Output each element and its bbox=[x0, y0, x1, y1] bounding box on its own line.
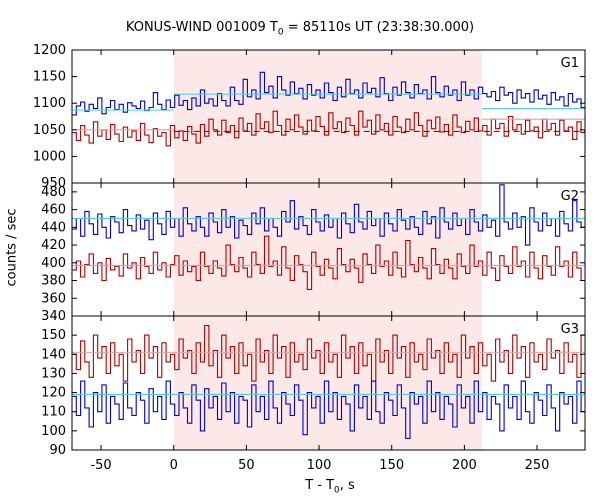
g1-series-2-line bbox=[72, 110, 585, 147]
g2-y-tick-label: 460 bbox=[41, 203, 66, 218]
g2-source-interval-shade bbox=[173, 183, 482, 316]
g1-y-tick-label: 1150 bbox=[33, 70, 66, 85]
title-subscript: 0 bbox=[277, 27, 284, 38]
g3-y-tick-label: 100 bbox=[41, 424, 66, 439]
g3-y-tick-label: 120 bbox=[41, 386, 66, 401]
x-tick-label: -50 bbox=[90, 458, 111, 473]
g3-frame bbox=[71, 315, 586, 451]
g2-y-tick-label: 400 bbox=[41, 256, 66, 271]
title-prefix: KONUS-WIND 001009 T bbox=[125, 20, 278, 35]
x-tick-label: 0 bbox=[170, 458, 178, 473]
y-axis-label: counts / sec bbox=[4, 208, 20, 287]
x-tick-label: 200 bbox=[452, 458, 477, 473]
xlabel-subscript: 0 bbox=[334, 485, 340, 496]
g3-series-2-line bbox=[72, 380, 585, 440]
g2-y-tick-label: 440 bbox=[41, 220, 66, 235]
g1-series-1-line bbox=[72, 71, 585, 116]
x-axis-label: T - T0, s bbox=[0, 478, 600, 496]
xlabel-suffix: , s bbox=[339, 478, 355, 493]
g2-y-tick-label: 420 bbox=[41, 238, 66, 253]
g1-y-tick-label: 1200 bbox=[33, 43, 66, 58]
g3-y-tick-label: 110 bbox=[41, 405, 66, 420]
chart-title: KONUS-WIND 001009 T0 = 85110s UT (23:38:… bbox=[0, 20, 600, 38]
g3-y-tick-label: 140 bbox=[41, 347, 66, 362]
g1-y-tick-label: 1100 bbox=[33, 96, 66, 111]
g3-y-tick-label: 130 bbox=[41, 366, 66, 381]
g1-y-tick-label: 1000 bbox=[33, 149, 66, 164]
g2-y-tick-label: 340 bbox=[41, 309, 66, 324]
x-tick-label: 250 bbox=[525, 458, 550, 473]
g1-source-interval-shade bbox=[173, 50, 482, 183]
g1-panel-label: G1 bbox=[561, 56, 579, 71]
x-tick-label: 100 bbox=[307, 458, 332, 473]
title-suffix: = 85110s UT (23:38:30.000) bbox=[283, 20, 475, 35]
g1-y-tick-label: 950 bbox=[41, 176, 66, 191]
g2-series-1-line bbox=[72, 184, 585, 246]
x-tick-label: 50 bbox=[238, 458, 255, 473]
g3-source-interval-shade bbox=[173, 316, 482, 450]
g2-y-tick-label: 480 bbox=[41, 185, 66, 200]
g2-y-tick-label: 380 bbox=[41, 274, 66, 289]
g3-y-tick-label: 150 bbox=[41, 328, 66, 343]
xlabel-prefix: T - T bbox=[305, 478, 335, 493]
g1-y-tick-label: 1050 bbox=[33, 123, 66, 138]
g3-panel-label: G3 bbox=[561, 322, 579, 337]
g2-panel-label: G2 bbox=[561, 189, 579, 204]
x-tick-label: 150 bbox=[379, 458, 404, 473]
g3-y-tick-label: 90 bbox=[49, 443, 66, 458]
g2-series-2-line bbox=[72, 235, 585, 290]
g2-y-tick-label: 360 bbox=[41, 291, 66, 306]
